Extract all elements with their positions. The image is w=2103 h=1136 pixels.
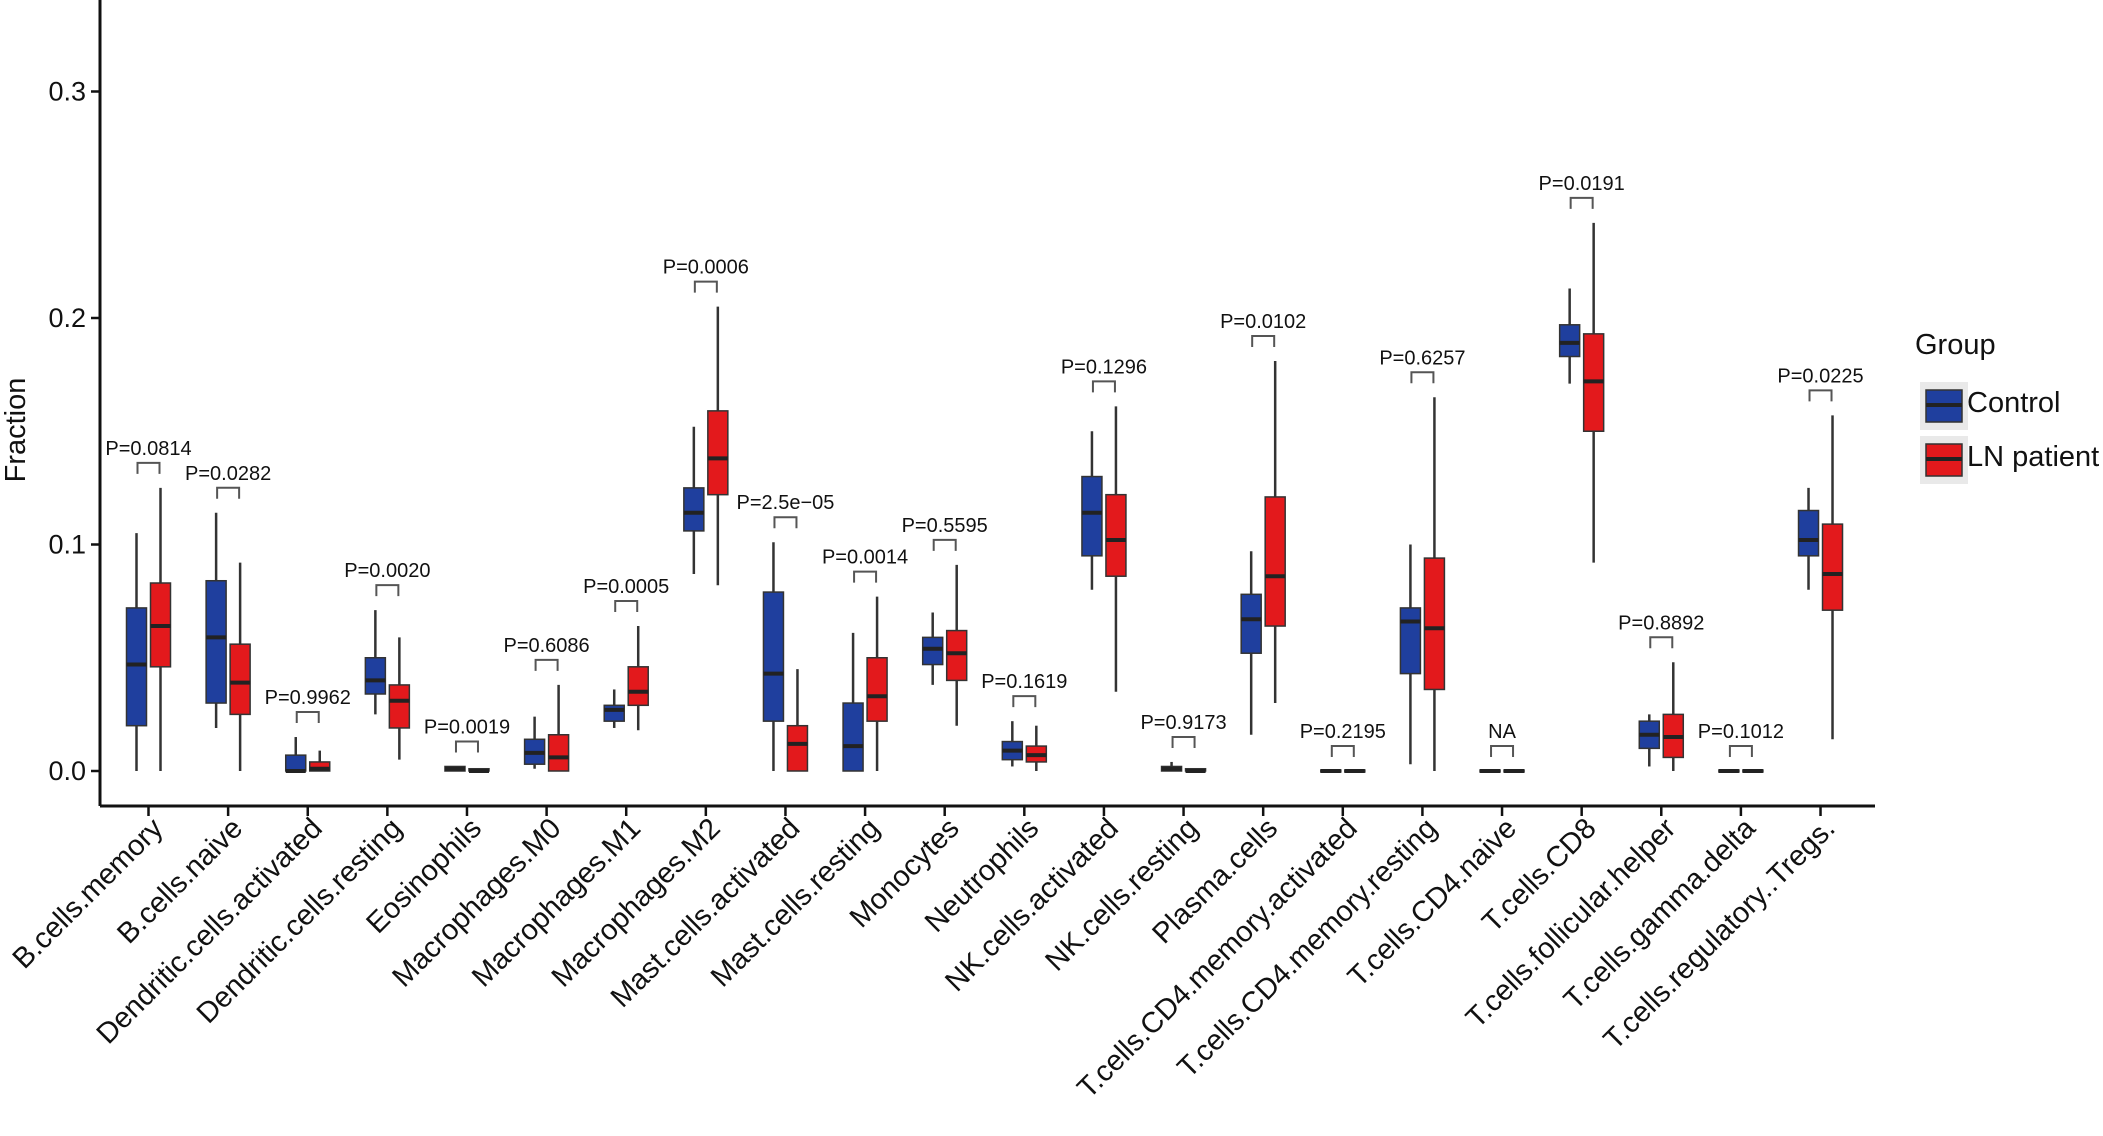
box-control [1399, 607, 1422, 675]
legend-label-control: Control [1967, 387, 2061, 419]
p-value-label: P=0.0814 [105, 438, 191, 460]
box-control [364, 657, 387, 695]
significance-bracket [375, 584, 400, 597]
plot-area: 0.00.10.20.3FractionB.cells.memoryP=0.08… [0, 0, 1875, 1105]
y-tick-label: 0.1 [48, 530, 86, 560]
y-axis-title: Fraction [0, 378, 32, 483]
significance-bracket [1649, 636, 1674, 649]
box-control [125, 607, 148, 727]
p-value-label: P=0.6257 [1379, 347, 1465, 369]
p-value-label: P=0.9962 [265, 687, 351, 709]
box-ln-patient [1264, 496, 1286, 627]
box-ln-patient [866, 657, 888, 722]
box-control [1797, 509, 1820, 557]
significance-bracket [1330, 745, 1355, 757]
p-value-label: P=0.6086 [503, 635, 589, 657]
significance-bracket [614, 600, 639, 613]
p-value-label: P=0.0006 [663, 257, 749, 279]
box-ln-patient [1423, 557, 1446, 691]
legend-title: Group [1915, 329, 1996, 361]
box-control [842, 702, 864, 772]
box-control [1558, 324, 1581, 358]
p-value-label: NA [1488, 721, 1516, 743]
box-ln-patient [229, 643, 251, 716]
significance-bracket [1251, 335, 1276, 348]
significance-bracket [136, 461, 161, 474]
p-value-label: P=0.5595 [902, 515, 988, 537]
significance-bracket [1012, 695, 1037, 708]
box-control [921, 636, 944, 666]
significance-bracket [1808, 389, 1833, 402]
significance-bracket [1569, 196, 1594, 209]
significance-bracket [1728, 745, 1753, 757]
y-tick-label: 0.0 [48, 756, 86, 786]
significance-bracket [773, 516, 798, 529]
significance-bracket [1171, 735, 1196, 748]
p-value-label: P=0.0282 [185, 463, 271, 485]
box-ln-patient [547, 734, 570, 772]
p-value-label: P=0.0019 [424, 716, 510, 738]
significance-bracket [1410, 371, 1435, 384]
box-ln-patient [627, 666, 649, 707]
p-value-label: P=0.8892 [1618, 612, 1704, 634]
p-value-label: P=0.9173 [1140, 712, 1226, 734]
y-tick-label: 0.2 [48, 303, 86, 333]
category-group-macrophages-m0: Macrophages.M0P=0.6086 [386, 635, 589, 993]
box-ln-patient [707, 410, 729, 496]
box-control [683, 487, 705, 532]
significance-bracket [693, 280, 718, 293]
p-value-label: P=0.1296 [1061, 356, 1147, 378]
p-value-label: P=0.2195 [1300, 721, 1386, 743]
p-value-label: P=0.0102 [1220, 311, 1306, 333]
box-ln-patient [945, 629, 968, 682]
significance-bracket [1490, 745, 1515, 757]
significance-bracket [295, 711, 320, 724]
p-value-label: P=0.0014 [822, 547, 908, 569]
p-value-label: P=0.0005 [583, 576, 669, 598]
y-tick-label: 0.3 [48, 77, 86, 107]
significance-bracket [454, 740, 479, 753]
box-ln-patient [786, 724, 809, 772]
box-control [603, 704, 625, 722]
box-control [1081, 475, 1103, 557]
significance-bracket [534, 658, 559, 671]
p-value-label: P=2.5e−05 [737, 492, 835, 514]
significance-bracket [932, 538, 957, 551]
p-value-label: P=0.0020 [344, 560, 430, 582]
box-control [284, 754, 307, 772]
significance-bracket [216, 486, 241, 499]
legend-label-ln-patient: LN patient [1967, 441, 2099, 473]
p-value-label: P=0.1012 [1698, 721, 1784, 743]
box-ln-patient [388, 684, 411, 729]
significance-bracket [853, 570, 878, 583]
p-value-label: P=0.0191 [1539, 173, 1625, 195]
box-ln-patient [1821, 523, 1844, 611]
significance-bracket [1091, 380, 1116, 393]
p-value-label: P=0.1619 [981, 671, 1067, 693]
legend: Group Control LN patient [1915, 329, 2099, 484]
box-ln-patient [308, 761, 331, 772]
box-ln-patient [1105, 493, 1127, 577]
box-control [762, 591, 785, 722]
box-control [205, 579, 227, 704]
box-control [1240, 593, 1262, 654]
p-value-label: P=0.0225 [1777, 365, 1863, 387]
